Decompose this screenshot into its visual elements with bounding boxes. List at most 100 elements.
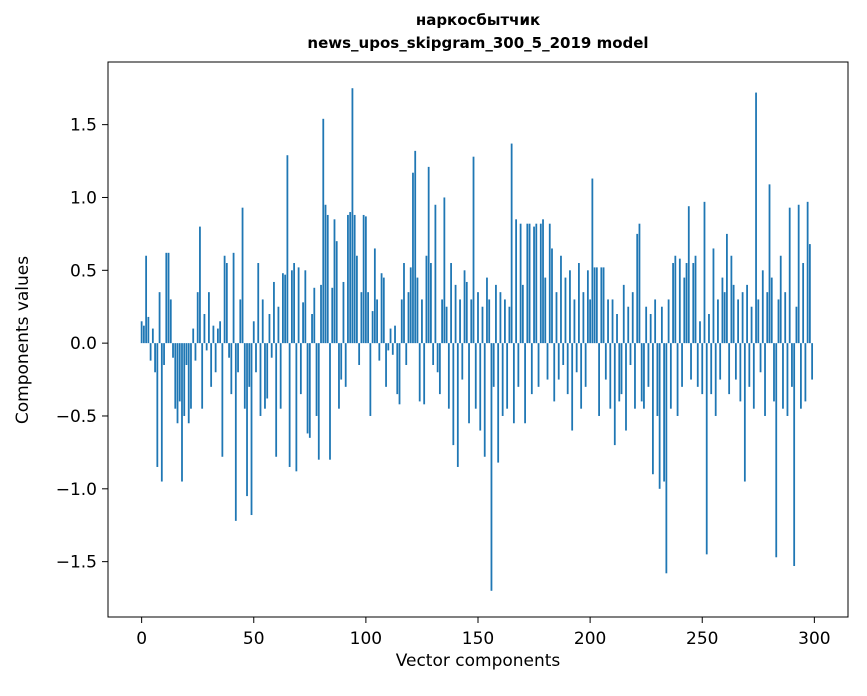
bar (589, 299, 592, 344)
bar (239, 299, 242, 344)
bar (172, 343, 174, 358)
bar (174, 343, 177, 409)
bar (156, 343, 159, 467)
bar (279, 343, 282, 409)
bar (797, 204, 800, 344)
bar (663, 343, 666, 482)
x-tick-label: 150 (462, 629, 494, 649)
bar (600, 267, 603, 344)
bar (250, 343, 253, 516)
bar (208, 292, 210, 344)
bar (438, 343, 441, 395)
bar (804, 343, 807, 402)
bar (681, 343, 683, 387)
bar (248, 343, 251, 387)
bar (743, 343, 746, 482)
bar (755, 92, 757, 344)
bar (521, 284, 524, 344)
bar (734, 343, 737, 380)
bar (190, 343, 192, 409)
bar (275, 343, 278, 457)
bar (761, 270, 764, 344)
bar (685, 263, 688, 344)
bar (607, 299, 609, 344)
bar (775, 343, 778, 558)
bar (793, 343, 796, 567)
bar (582, 292, 585, 344)
bar (766, 292, 769, 344)
bar (376, 299, 378, 344)
bar (403, 263, 405, 344)
y-tick-label: −1.5 (56, 553, 97, 573)
y-tick-label: 0.5 (70, 261, 97, 281)
bar (214, 343, 217, 373)
bar (349, 212, 352, 344)
bar (407, 292, 410, 344)
bar (683, 277, 686, 344)
bar (436, 343, 439, 373)
bar (669, 343, 672, 409)
bar (306, 343, 309, 434)
bar (499, 292, 502, 344)
bar (672, 263, 674, 344)
bar (219, 321, 222, 344)
bar (591, 178, 594, 344)
bar (385, 343, 387, 387)
bar (705, 343, 708, 555)
bar (320, 284, 322, 344)
bar (212, 325, 215, 344)
bar (412, 172, 414, 344)
bar (524, 343, 526, 424)
bar (389, 328, 392, 344)
bar (802, 263, 805, 344)
bar (434, 204, 437, 344)
bar (252, 321, 255, 344)
bar (571, 343, 574, 431)
bar (710, 343, 713, 395)
bar (678, 258, 681, 344)
bar (586, 270, 589, 344)
bar (560, 255, 562, 344)
bar (584, 343, 587, 387)
bar (329, 343, 331, 460)
bar (178, 343, 181, 402)
bar (414, 150, 417, 344)
bar (578, 263, 580, 344)
bar (714, 343, 717, 416)
bar (643, 343, 645, 409)
bar (732, 284, 735, 344)
bar (216, 328, 219, 344)
bar (282, 273, 284, 344)
bar (717, 299, 719, 344)
bar (721, 277, 724, 344)
bar (692, 263, 695, 344)
bar (808, 244, 811, 344)
bar (477, 292, 479, 344)
bar (488, 299, 491, 344)
bar (360, 292, 363, 344)
x-tick-label: 200 (574, 629, 606, 649)
bar (602, 267, 605, 344)
bar (167, 252, 170, 344)
bar (609, 343, 612, 409)
bar (160, 343, 163, 482)
bar (474, 343, 477, 409)
bar (149, 343, 152, 361)
bar (696, 343, 699, 387)
bar (627, 306, 630, 344)
y-tick-label: −1.0 (56, 480, 97, 500)
bar (752, 343, 755, 409)
bar (196, 292, 199, 344)
bar (638, 223, 641, 344)
bar (425, 255, 428, 344)
bar (398, 343, 401, 405)
bar (791, 343, 793, 387)
bar (201, 343, 204, 409)
bar (631, 292, 634, 344)
bar (192, 328, 195, 344)
bar (555, 292, 558, 344)
bar (394, 325, 396, 344)
bar (427, 166, 430, 344)
